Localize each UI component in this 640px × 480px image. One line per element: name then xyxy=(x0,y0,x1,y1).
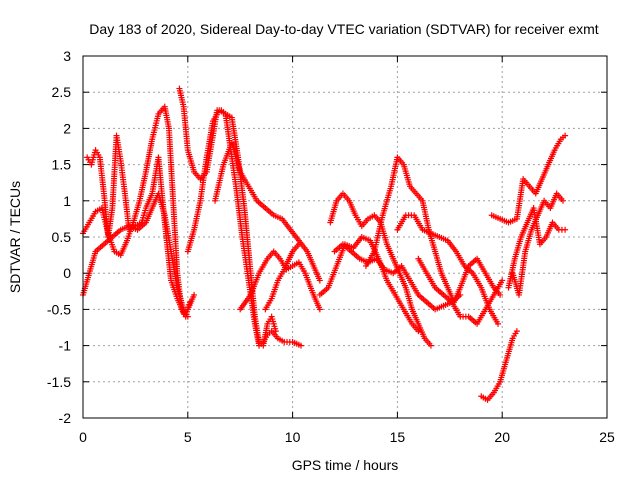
y-axis-label: SDTVAR / TECUs xyxy=(7,181,23,293)
x-axis-label: GPS time / hours xyxy=(292,457,399,473)
data-point xyxy=(316,277,323,284)
series-s13 xyxy=(394,212,502,327)
data-point xyxy=(191,291,198,298)
data-point xyxy=(184,313,191,320)
series-s15 xyxy=(478,328,520,403)
series-s18 xyxy=(509,190,566,298)
series-s12 xyxy=(362,154,504,306)
x-tick-label: 20 xyxy=(494,429,510,445)
axis-ticks: 0 5 10 15 20 25 -2 -1.5 -1 -0.5 0 0.5 1 1.5 2 2.5 3 xyxy=(47,48,615,445)
x-tick-label: 25 xyxy=(599,429,615,445)
x-tick-label: 0 xyxy=(79,429,87,445)
data-point xyxy=(295,241,302,248)
data-point xyxy=(272,328,279,335)
y-tick-label: -0.5 xyxy=(47,301,71,317)
x-tick-label: 15 xyxy=(390,429,406,445)
x-tick-label: 5 xyxy=(184,429,192,445)
y-tick-label: 3 xyxy=(63,48,71,64)
series-s16 xyxy=(488,132,569,226)
data-point xyxy=(499,277,506,284)
series-s5 xyxy=(184,107,279,349)
series-s14 xyxy=(415,255,506,327)
data-point xyxy=(316,306,323,313)
data-point xyxy=(427,342,434,349)
data-point xyxy=(495,320,502,327)
series-s2 xyxy=(84,132,198,317)
y-tick-label: 0 xyxy=(63,265,71,281)
y-tick-label: 1.5 xyxy=(52,157,72,173)
y-tick-label: -2 xyxy=(59,410,72,426)
grid xyxy=(83,56,607,418)
series-s8 xyxy=(262,241,302,313)
series-s3 xyxy=(80,190,191,320)
data-point xyxy=(559,197,566,204)
series-s6 xyxy=(212,139,323,284)
data-point xyxy=(562,226,569,233)
data-point xyxy=(562,132,569,139)
data-point xyxy=(513,328,520,335)
y-tick-label: -1.5 xyxy=(47,374,71,390)
x-tick-label: 10 xyxy=(285,429,301,445)
y-tick-label: 0.5 xyxy=(52,229,72,245)
data-point xyxy=(497,291,504,298)
chart-title: Day 183 of 2020, Sidereal Day-to-day VTE… xyxy=(89,21,598,37)
y-tick-label: 2.5 xyxy=(52,84,72,100)
y-tick-label: 1 xyxy=(63,193,71,209)
y-tick-label: 2 xyxy=(63,120,71,136)
data-point xyxy=(457,291,464,298)
y-tick-label: -1 xyxy=(59,338,72,354)
data-points xyxy=(80,85,569,403)
data-point xyxy=(415,328,422,335)
data-point xyxy=(297,342,304,349)
